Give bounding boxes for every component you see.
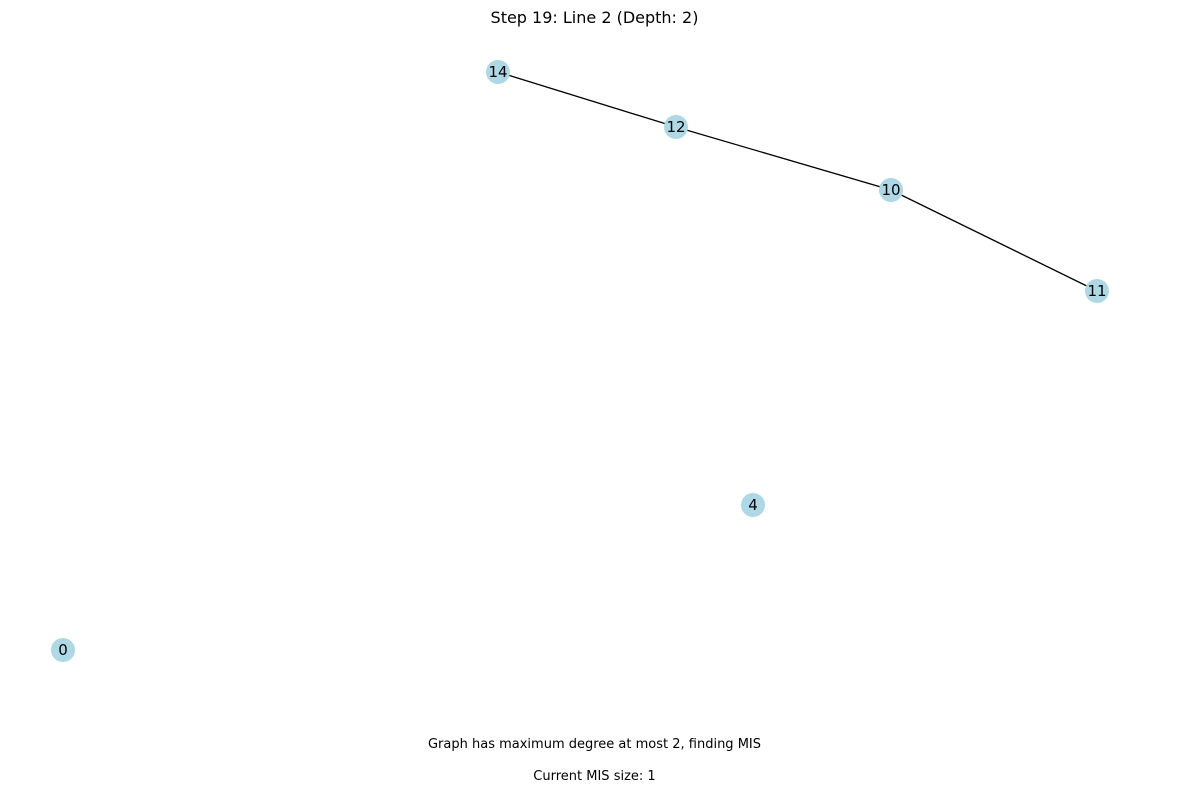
node-label: 11 xyxy=(1087,282,1106,300)
node-circle xyxy=(664,115,688,139)
node-circle xyxy=(1085,279,1109,303)
node-circle xyxy=(486,60,510,84)
node-layer: 14 12 10 11 4 0 xyxy=(51,60,1109,662)
edge-14-12 xyxy=(497,71,677,128)
mis-size-caption: Current MIS size: 1 xyxy=(533,769,656,784)
node-4: 4 xyxy=(741,493,765,517)
node-0: 0 xyxy=(51,638,75,662)
figure-title: Step 19: Line 2 (Depth: 2) xyxy=(490,8,699,27)
edge-layer xyxy=(497,71,1098,292)
node-12: 12 xyxy=(664,115,688,139)
node-circle xyxy=(879,178,903,202)
node-circle xyxy=(741,493,765,517)
node-label: 0 xyxy=(58,641,68,659)
node-14: 14 xyxy=(486,60,510,84)
node-label: 14 xyxy=(488,63,507,81)
edge-12-10 xyxy=(675,126,892,191)
node-label: 4 xyxy=(748,496,758,514)
node-circle xyxy=(51,638,75,662)
node-10: 10 xyxy=(879,178,903,202)
node-11: 11 xyxy=(1085,279,1109,303)
edge-10-11 xyxy=(890,189,1098,292)
node-label: 10 xyxy=(881,181,900,199)
status-caption: Graph has maximum degree at most 2, find… xyxy=(427,737,761,752)
node-label: 12 xyxy=(666,118,685,136)
